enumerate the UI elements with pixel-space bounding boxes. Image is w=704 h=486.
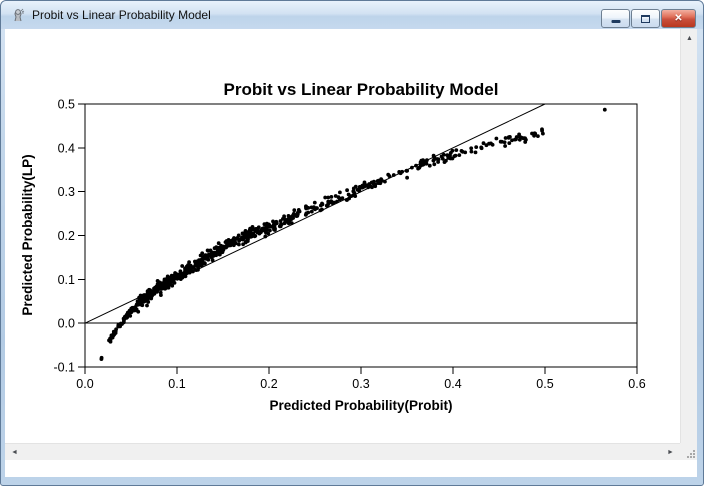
- y-axis-title: Predicted Probability(LP): [20, 154, 35, 315]
- maximize-button[interactable]: [631, 9, 660, 28]
- x-tick-label: 0.6: [628, 377, 645, 391]
- close-button[interactable]: ✕: [661, 9, 696, 28]
- scatter-points: [99, 107, 607, 361]
- app-icon: [14, 8, 25, 22]
- x-tick-label: 0.5: [536, 377, 553, 391]
- arrow-up-icon: ▲: [686, 35, 693, 42]
- resize-grip-icon: [687, 450, 695, 458]
- vertical-scrollbar[interactable]: ▲ ▼: [680, 29, 697, 460]
- x-axis-title: Predicted Probability(Probit): [269, 398, 452, 413]
- scroll-left-button[interactable]: ◄: [6, 444, 23, 461]
- arrow-left-icon: ◄: [11, 449, 18, 456]
- arrow-right-icon: ►: [667, 449, 674, 456]
- y-tick-label: 0.5: [58, 98, 75, 112]
- minimize-button[interactable]: [601, 9, 630, 28]
- reference-lines: [84, 103, 637, 324]
- axis-tick-labels: 0.0 0.1 0.2 0.3 0.4 0.5 0.60.50.40.30.20.10.0-…: [53, 98, 645, 392]
- y-tick-label: 0.2: [58, 229, 75, 243]
- x-tick-label: 0.2: [260, 377, 277, 391]
- plot-frame: [84, 103, 638, 368]
- y-tick-label: 0.3: [58, 185, 75, 199]
- minimize-icon: [611, 20, 620, 23]
- maximize-icon: [641, 14, 650, 23]
- y-tick-label: 0.0: [58, 317, 75, 331]
- y-tick-label: 0.1: [58, 273, 75, 287]
- resize-grip[interactable]: [680, 443, 697, 460]
- x-tick-label: 0.1: [168, 377, 185, 391]
- x-tick-label: 0.0: [76, 377, 93, 391]
- window-client-area: Probit vs Linear Probability Model 0.0 0.…: [5, 29, 697, 477]
- y-tick-label: -0.1: [53, 361, 75, 375]
- title-bar[interactable]: Probit vs Linear Probability Model ✕: [1, 1, 703, 29]
- caption-button-group: ✕: [601, 9, 696, 28]
- window-title: Probit vs Linear Probability Model: [32, 8, 211, 22]
- close-icon: ✕: [674, 12, 683, 24]
- chart-title: Probit vs Linear Probability Model: [224, 80, 499, 99]
- scatter-chart: Probit vs Linear Probability Model 0.0 0.…: [20, 80, 646, 413]
- chart-canvas: Probit vs Linear Probability Model 0.0 0.…: [5, 29, 680, 460]
- scroll-right-button[interactable]: ►: [662, 444, 679, 461]
- axis-ticks: [78, 103, 638, 374]
- x-tick-label: 0.3: [352, 377, 369, 391]
- y-tick-label: 0.4: [58, 141, 75, 155]
- horizontal-scrollbar[interactable]: ◄ ►: [5, 443, 680, 460]
- x-tick-label: 0.4: [444, 377, 461, 391]
- scroll-up-button[interactable]: ▲: [681, 30, 698, 47]
